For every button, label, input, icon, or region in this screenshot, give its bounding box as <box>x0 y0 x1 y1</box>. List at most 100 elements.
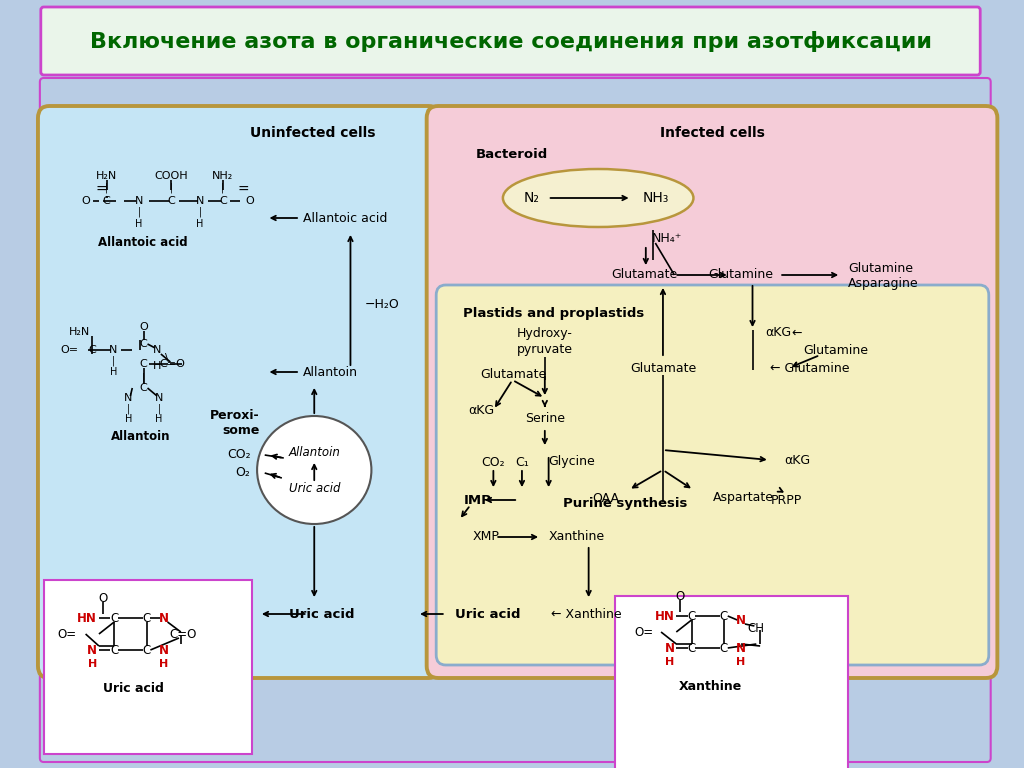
Text: N: N <box>196 196 204 206</box>
Text: PRPP: PRPP <box>771 494 803 507</box>
Text: H: H <box>125 414 132 424</box>
Text: |: | <box>221 183 224 194</box>
Text: Uric acid: Uric acid <box>102 681 164 694</box>
Text: XMP: XMP <box>472 531 500 544</box>
Text: C: C <box>168 196 175 206</box>
Text: Glycine: Glycine <box>549 455 595 468</box>
Text: H: H <box>88 659 97 669</box>
Text: H: H <box>197 219 204 229</box>
Text: H₂N: H₂N <box>69 327 90 337</box>
Ellipse shape <box>503 169 693 227</box>
Text: C₁: C₁ <box>515 455 528 468</box>
Text: |: | <box>112 356 115 366</box>
Text: |: | <box>199 207 202 217</box>
Text: H: H <box>156 414 163 424</box>
Text: |: | <box>104 183 109 194</box>
Text: H: H <box>110 367 117 377</box>
Text: N: N <box>153 345 161 355</box>
Text: C: C <box>110 611 119 624</box>
Text: N: N <box>124 393 133 403</box>
Text: N: N <box>159 611 169 624</box>
Text: Allantoin: Allantoin <box>289 445 340 458</box>
Text: N: N <box>665 641 675 654</box>
Text: C: C <box>720 641 728 654</box>
Text: Xanthine: Xanthine <box>549 531 605 544</box>
Text: O: O <box>676 590 685 603</box>
Text: Plastids and proplastids: Plastids and proplastids <box>463 306 644 319</box>
Text: Включение азота в органические соединения при азотфиксации: Включение азота в органические соединени… <box>90 31 933 51</box>
FancyBboxPatch shape <box>615 596 848 768</box>
Text: O: O <box>98 591 108 604</box>
Text: C: C <box>142 644 151 657</box>
Text: Uric acid: Uric acid <box>289 607 354 621</box>
Text: |: | <box>137 207 140 217</box>
Text: IMP: IMP <box>464 494 492 507</box>
Text: O=: O= <box>634 625 653 638</box>
Text: |: | <box>142 372 145 383</box>
Text: C: C <box>110 644 119 657</box>
Text: C: C <box>88 345 96 355</box>
Text: C: C <box>687 610 695 623</box>
Text: CO₂: CO₂ <box>226 449 251 462</box>
Text: αKG: αKG <box>469 403 495 416</box>
Text: Glutamate: Glutamate <box>611 269 678 282</box>
Text: CO₂: CO₂ <box>481 455 505 468</box>
Text: Peroxi-
some: Peroxi- some <box>210 409 260 437</box>
Text: Allantoin: Allantoin <box>111 431 171 443</box>
Text: Bacteroid: Bacteroid <box>476 148 549 161</box>
Text: C=O: C=O <box>160 359 185 369</box>
Text: Allantoic acid: Allantoic acid <box>303 211 387 224</box>
Text: Uninfected cells: Uninfected cells <box>250 126 375 140</box>
Text: |: | <box>170 183 173 194</box>
Text: C: C <box>102 196 111 206</box>
Text: H: H <box>159 659 168 669</box>
Text: CH: CH <box>748 621 765 634</box>
Text: Glutamine: Glutamine <box>709 269 773 282</box>
Text: C: C <box>140 359 147 369</box>
FancyBboxPatch shape <box>436 285 989 665</box>
Text: NH₄⁺: NH₄⁺ <box>651 231 682 244</box>
Text: C: C <box>142 611 151 624</box>
Text: N: N <box>109 345 118 355</box>
Text: =: = <box>238 183 250 197</box>
FancyBboxPatch shape <box>41 7 980 75</box>
Text: H: H <box>135 219 142 229</box>
Text: N: N <box>736 641 746 654</box>
Text: HN: HN <box>654 610 675 623</box>
Text: O: O <box>81 196 90 206</box>
Text: H: H <box>736 657 745 667</box>
Text: −H₂O: −H₂O <box>365 299 399 312</box>
Text: αKG: αKG <box>784 453 810 466</box>
Text: C=O: C=O <box>169 627 197 641</box>
Text: Glutamine: Glutamine <box>848 261 912 274</box>
Text: Hydroxy-: Hydroxy- <box>517 326 572 339</box>
Text: O₂: O₂ <box>236 466 251 479</box>
Text: C: C <box>687 641 695 654</box>
Text: COOH: COOH <box>155 171 188 181</box>
Text: C: C <box>720 610 728 623</box>
Text: O=: O= <box>60 345 79 355</box>
Text: Glutamate: Glutamate <box>630 362 696 375</box>
FancyBboxPatch shape <box>38 106 440 678</box>
Text: ←: ← <box>792 326 802 339</box>
Text: H: H <box>666 657 675 667</box>
Text: Xanthine: Xanthine <box>679 680 742 693</box>
Text: NH₂: NH₂ <box>212 171 233 181</box>
Text: |: | <box>127 404 130 414</box>
Text: Asparagine: Asparagine <box>848 276 919 290</box>
Text: Allantoin: Allantoin <box>303 366 357 379</box>
Text: =: = <box>95 183 106 197</box>
Text: C: C <box>140 383 147 393</box>
Text: H₂N: H₂N <box>96 171 117 181</box>
Text: N: N <box>159 644 169 657</box>
Text: Infected cells: Infected cells <box>660 126 765 140</box>
Text: N: N <box>155 393 163 403</box>
Text: Uric acid: Uric acid <box>456 607 521 621</box>
Text: OAA: OAA <box>592 492 620 505</box>
Text: ← Xanthine: ← Xanthine <box>551 607 622 621</box>
Text: Glutamine: Glutamine <box>803 343 868 356</box>
Text: Allantoic acid: Allantoic acid <box>98 237 187 250</box>
Text: O: O <box>245 196 254 206</box>
Text: Aspartate: Aspartate <box>713 492 773 505</box>
Text: |: | <box>158 404 161 414</box>
